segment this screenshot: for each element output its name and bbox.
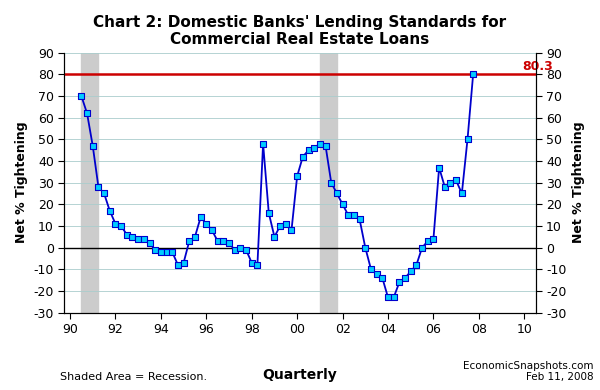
Point (366, 266, 376, 272)
Point (184, 238, 194, 244)
Point (332, 190, 342, 197)
Point (451, 177, 461, 184)
Point (156, 249, 166, 255)
Point (412, 262, 421, 268)
Point (463, 136, 472, 142)
Text: 80.3: 80.3 (522, 60, 553, 73)
Point (372, 271, 382, 277)
Point (457, 190, 467, 197)
Point (417, 245, 427, 251)
Point (428, 236, 438, 242)
Point (377, 275, 387, 281)
Text: EconomicSnapshots.com
Feb 11, 2008: EconomicSnapshots.com Feb 11, 2008 (464, 361, 594, 382)
Point (400, 275, 410, 281)
Point (310, 145, 319, 151)
Point (269, 234, 279, 240)
Point (361, 245, 370, 251)
Bar (82, 53, 98, 312)
Point (406, 268, 416, 275)
Point (105, 208, 115, 214)
Point (173, 262, 183, 268)
Point (162, 249, 172, 255)
Point (253, 262, 262, 268)
Text: Shaded Area = Recession.: Shaded Area = Recession. (60, 372, 207, 382)
Point (133, 236, 143, 242)
Point (128, 234, 137, 240)
Point (258, 140, 268, 147)
Bar (320, 53, 337, 312)
Point (224, 240, 234, 246)
Point (304, 147, 313, 153)
Point (236, 245, 245, 251)
Point (326, 179, 336, 186)
Point (139, 236, 149, 242)
Point (343, 212, 353, 218)
Title: Chart 2: Domestic Banks' Lending Standards for
Commercial Real Estate Loans: Chart 2: Domestic Banks' Lending Standar… (94, 15, 506, 48)
Point (281, 221, 290, 227)
Point (88, 143, 98, 149)
Point (434, 164, 444, 170)
Point (355, 216, 364, 223)
Point (230, 246, 239, 253)
Y-axis label: Net % Tightening: Net % Tightening (572, 122, 585, 243)
Point (395, 279, 404, 285)
Point (264, 210, 274, 216)
Point (99, 190, 109, 197)
Point (383, 294, 393, 301)
Point (213, 238, 223, 244)
Point (389, 294, 398, 301)
Point (151, 246, 160, 253)
Point (207, 227, 217, 234)
Point (315, 140, 325, 147)
Point (349, 212, 359, 218)
Point (287, 227, 296, 234)
Point (202, 221, 211, 227)
Point (196, 214, 205, 220)
Point (110, 221, 120, 227)
Y-axis label: Net % Tightening: Net % Tightening (15, 122, 28, 243)
Point (321, 143, 331, 149)
Point (190, 234, 200, 240)
Point (116, 223, 126, 229)
Point (82, 110, 92, 117)
Point (298, 154, 308, 160)
Point (218, 238, 228, 244)
Text: Quarterly: Quarterly (263, 368, 337, 382)
Point (241, 246, 251, 253)
Point (145, 240, 154, 246)
Point (122, 232, 131, 238)
Point (292, 173, 302, 179)
Point (94, 184, 103, 190)
Point (179, 260, 188, 266)
Point (167, 249, 177, 255)
Point (338, 201, 347, 207)
Point (446, 179, 455, 186)
Point (469, 71, 478, 77)
Point (275, 223, 285, 229)
Point (247, 260, 257, 266)
Point (423, 238, 433, 244)
Point (77, 93, 86, 99)
Point (440, 184, 449, 190)
